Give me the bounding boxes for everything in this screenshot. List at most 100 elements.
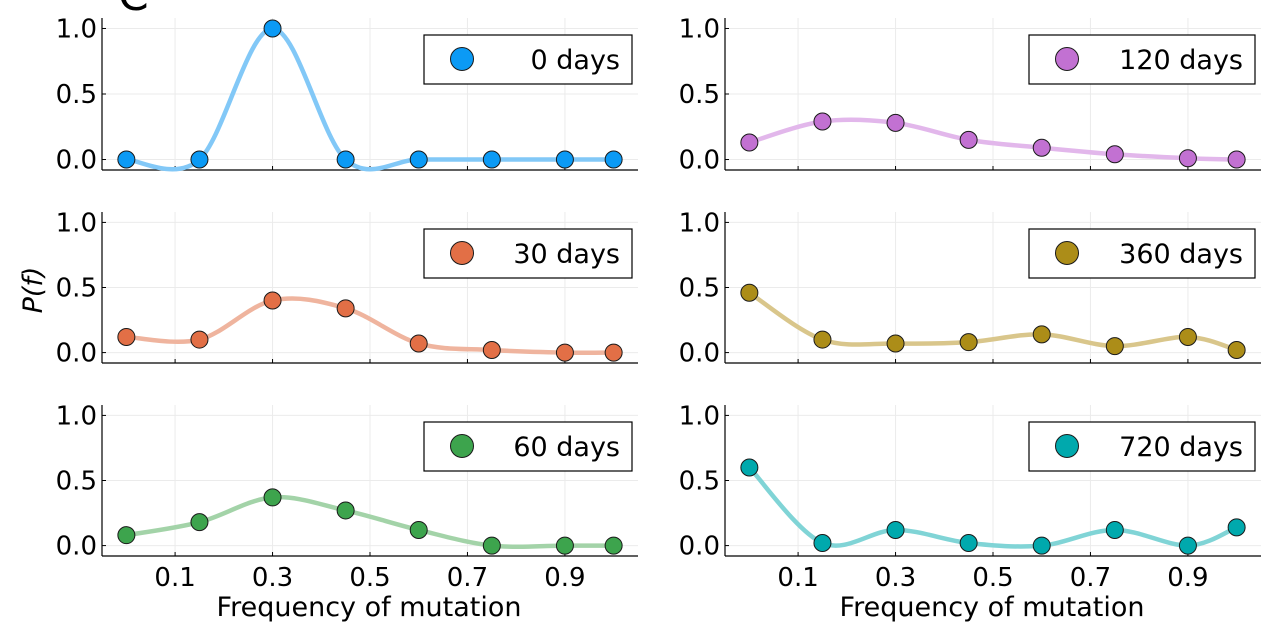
data-point: [1032, 325, 1051, 344]
subplot: 0.0 0.5 1.0 0.1 0.3 0.5 0.7 0.9 60 days: [56, 401, 638, 593]
y-tick-label: 1.0: [679, 401, 720, 431]
legend-marker: [1055, 434, 1079, 458]
data-point: [604, 343, 623, 362]
data-point: [1178, 536, 1197, 555]
data-point: [117, 327, 136, 346]
y-tick-label: 0.5: [56, 274, 97, 304]
y-tick-label: 1.0: [56, 401, 97, 431]
data-point: [813, 112, 832, 131]
y-tick-label: 0.0: [56, 339, 97, 369]
data-point: [959, 130, 978, 149]
data-point: [336, 501, 355, 520]
y-tick-label: 0.5: [56, 467, 97, 497]
data-point: [813, 533, 832, 552]
data-point: [1105, 145, 1124, 164]
data-point: [1227, 150, 1246, 169]
legend-marker: [450, 241, 474, 265]
data-point: [959, 333, 978, 352]
y-tick-label: 1.0: [56, 14, 97, 44]
data-point: [555, 536, 574, 555]
data-point: [117, 526, 136, 545]
legend-marker: [450, 47, 474, 71]
data-point: [336, 299, 355, 318]
panel-letter: C: [118, 0, 149, 21]
legend-label: 720 days: [1119, 432, 1243, 463]
data-point: [555, 150, 574, 169]
y-tick-label: 0.5: [679, 80, 720, 110]
x-tick-label: 0.3: [252, 563, 293, 593]
data-point: [604, 536, 623, 555]
x-tick-label: 0.7: [1070, 563, 1111, 593]
data-point: [886, 334, 905, 353]
data-point: [1105, 520, 1124, 539]
subplot: 0.0 0.5 1.0 120 days: [679, 14, 1261, 176]
data-point: [740, 133, 759, 152]
legend-marker: [1055, 241, 1079, 265]
legend-label: 30 days: [513, 239, 620, 270]
legend-label: 0 days: [531, 45, 621, 76]
y-tick-label: 1.0: [56, 208, 97, 238]
x-tick-label: 0.3: [875, 563, 916, 593]
subplot: 0.0 0.5 1.0 360 days: [679, 208, 1261, 369]
data-point: [409, 150, 428, 169]
y-tick-label: 1.0: [679, 208, 720, 238]
x-tick-label: 0.5: [349, 563, 390, 593]
data-point: [409, 520, 428, 539]
data-point: [1227, 340, 1246, 359]
subplot: 0.0 0.5 1.0 0.1 0.3 0.5 0.7 0.9 720 days: [679, 401, 1261, 593]
y-tick-label: 0.0: [679, 532, 720, 562]
y-tick-label: 0.0: [679, 146, 720, 176]
data-point: [263, 291, 282, 310]
y-tick-label: 0.0: [56, 146, 97, 176]
data-point: [117, 150, 136, 169]
y-tick-label: 0.5: [679, 467, 720, 497]
data-point: [1227, 518, 1246, 537]
x-tick-label: 0.9: [1167, 563, 1208, 593]
data-point: [886, 520, 905, 539]
data-point: [813, 330, 832, 349]
data-point: [482, 536, 501, 555]
data-point: [555, 343, 574, 362]
x-axis-label-right: Frequency of mutation: [840, 592, 1145, 623]
legend-marker: [1055, 47, 1079, 71]
data-point: [263, 19, 282, 38]
y-tick-label: 0.5: [679, 274, 720, 304]
y-axis-label: P(f): [18, 267, 49, 314]
y-tick-label: 0.0: [679, 339, 720, 369]
y-tick-label: 0.0: [56, 532, 97, 562]
legend-marker: [450, 434, 474, 458]
data-point: [409, 334, 428, 353]
y-tick-label: 1.0: [679, 14, 720, 44]
data-point: [1032, 536, 1051, 555]
data-point: [1178, 327, 1197, 346]
data-point: [886, 113, 905, 132]
data-point: [336, 150, 355, 169]
subplot: 0.0 0.5 1.0 30 days: [56, 208, 638, 369]
data-point: [1105, 337, 1124, 356]
subplot: 0.0 0.5 1.0 0 days: [56, 14, 638, 176]
data-point: [482, 150, 501, 169]
data-point: [740, 458, 759, 477]
data-point: [959, 533, 978, 552]
data-point: [190, 513, 209, 532]
y-tick-label: 0.5: [56, 80, 97, 110]
subplot-grid: 0.0 0.5 1.0 0 days 0.0 0.5 1.0 30 days 0.0 0.5 1.0…: [56, 14, 1261, 593]
x-tick-label: 0.5: [972, 563, 1013, 593]
data-point: [740, 283, 759, 302]
x-axis-label-left: Frequency of mutation: [217, 592, 522, 623]
x-tick-label: 0.7: [447, 563, 488, 593]
x-tick-label: 0.1: [154, 563, 195, 593]
x-tick-label: 0.1: [777, 563, 818, 593]
data-point: [1032, 138, 1051, 157]
data-point: [1178, 149, 1197, 168]
data-point: [190, 330, 209, 349]
data-point: [604, 150, 623, 169]
legend-label: 360 days: [1119, 239, 1243, 270]
data-point: [263, 488, 282, 507]
data-point: [482, 340, 501, 359]
legend-label: 120 days: [1119, 45, 1243, 76]
data-point: [190, 150, 209, 169]
legend-label: 60 days: [513, 432, 620, 463]
x-tick-label: 0.9: [544, 563, 585, 593]
